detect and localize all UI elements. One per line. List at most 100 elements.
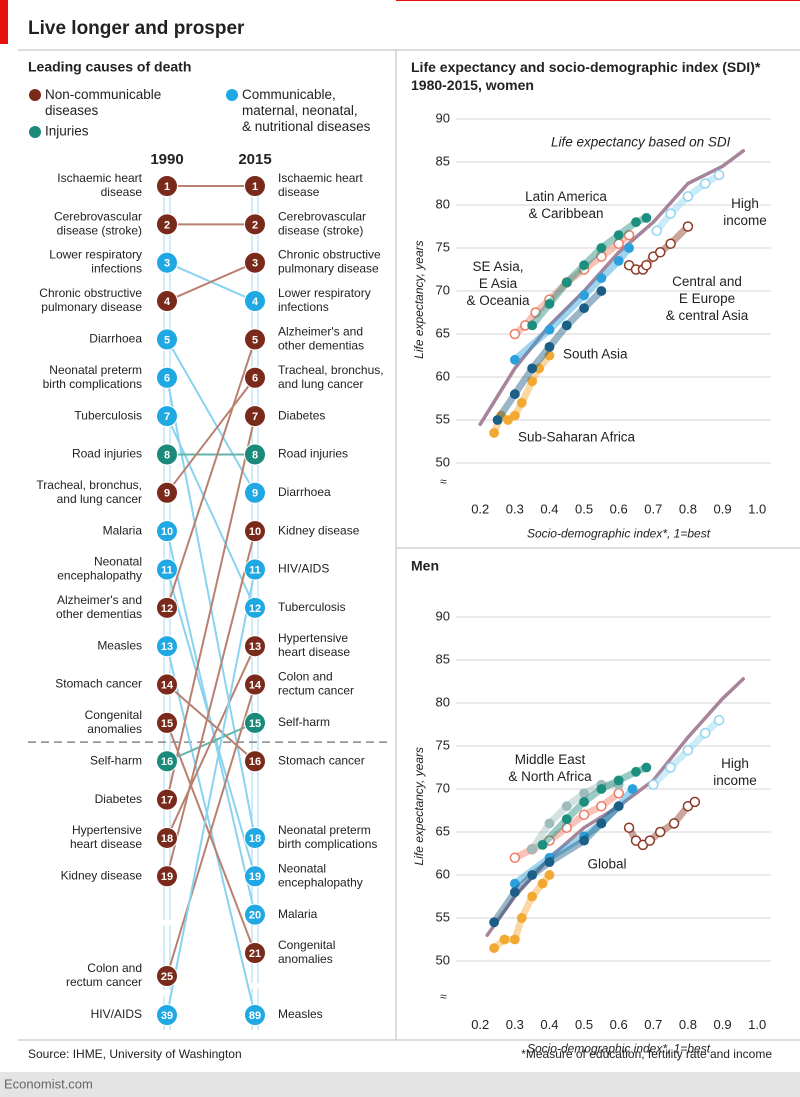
rank-number: 1 <box>164 181 170 193</box>
data-point <box>631 217 641 228</box>
data-point <box>682 221 694 232</box>
rank-number: 4 <box>164 296 171 308</box>
rank-number: 12 <box>249 603 261 615</box>
data-point <box>641 762 652 773</box>
footnote: *Measure of education, fertility rate an… <box>521 1047 772 1061</box>
cause-label: Stomach cancer <box>278 753 365 767</box>
x-axis-label: Socio-demographic index*, 1=best <box>527 1042 711 1056</box>
rank-number: 9 <box>252 488 258 500</box>
data-point <box>561 277 572 288</box>
cause-label: Diabetes <box>95 792 142 806</box>
cause-label: Tracheal, bronchus, and lung cancer <box>278 363 384 391</box>
rank-number: 14 <box>161 679 174 691</box>
rank-dot <box>244 213 266 236</box>
cause-label: Hypertensive heart disease <box>278 631 350 659</box>
rank-dot <box>244 328 266 351</box>
x-tick-label: 0.8 <box>679 502 697 517</box>
rank-number: 8 <box>164 449 170 461</box>
data-point <box>596 784 607 794</box>
y-tick-label: 75 <box>436 239 450 254</box>
legend-swatch <box>226 89 238 101</box>
data-point <box>489 943 499 953</box>
rank-number: 13 <box>161 641 173 653</box>
data-point <box>682 191 694 202</box>
x-tick-label: 0.3 <box>506 1017 524 1032</box>
x-axis-label: Socio-demographic index*, 1=best <box>527 526 711 540</box>
rank-change-line <box>166 530 256 877</box>
chart-title: Life expectancy and socio-demographic in… <box>411 59 761 93</box>
rank-number: 25 <box>161 971 173 983</box>
data-point <box>527 844 538 855</box>
rank-dot <box>244 558 266 581</box>
data-point <box>665 238 676 249</box>
data-point <box>665 762 676 773</box>
x-tick-label: 1.0 <box>748 1017 766 1032</box>
rank-dot <box>156 1004 178 1026</box>
rank-number: 5 <box>164 334 170 346</box>
rank-dot <box>156 366 178 389</box>
rank-dot <box>244 635 266 658</box>
rank-number: 16 <box>161 756 173 768</box>
rank-change-line <box>166 339 256 609</box>
x-tick-label: 0.2 <box>471 1017 489 1032</box>
rank-change-line <box>166 338 256 494</box>
footer-band <box>0 1072 800 1097</box>
rank-change-line <box>166 684 256 977</box>
data-point <box>596 286 607 296</box>
rank-dot <box>156 673 178 696</box>
data-point <box>651 225 663 237</box>
data-point <box>544 835 555 846</box>
series-label: High income <box>713 756 757 788</box>
x-tick-label: 0.3 <box>506 502 524 517</box>
column-header: 1990 <box>150 151 183 168</box>
data-point <box>613 788 624 799</box>
rank-change-line <box>166 415 256 609</box>
rank-dot <box>156 635 178 658</box>
rank-number: 19 <box>161 871 173 883</box>
data-point <box>516 397 527 408</box>
cause-label: Diarrhoea <box>278 485 331 499</box>
data-point <box>579 260 589 271</box>
rank-number: 7 <box>252 411 258 423</box>
x-tick-label: 0.9 <box>713 1017 731 1032</box>
series-label: South Asia <box>563 347 628 362</box>
data-point <box>624 243 634 253</box>
x-tick-label: 0.4 <box>540 1017 558 1032</box>
cause-label: Neonatal preterm birth complications <box>278 823 377 851</box>
legend-label: Communicable, maternal, neonatal, & nutrit… <box>242 87 371 134</box>
rank-dot <box>244 711 266 734</box>
x-tick-label: 0.4 <box>540 502 558 517</box>
data-point <box>544 324 555 335</box>
cause-label: Congenital anomalies <box>85 708 142 736</box>
chart-title: Men <box>411 558 439 574</box>
data-point <box>561 320 572 331</box>
rank-dot <box>156 965 178 987</box>
legend-swatch <box>29 89 41 101</box>
rank-dot <box>244 366 266 389</box>
data-point <box>509 328 521 340</box>
rank-dot <box>156 520 178 543</box>
rank-change-line <box>166 722 256 954</box>
rank-dot <box>156 750 178 773</box>
rank-number: 15 <box>249 718 261 730</box>
cause-label: Diabetes <box>278 408 325 422</box>
data-point <box>699 178 711 189</box>
rank-change-line <box>166 261 256 302</box>
rank-dot <box>244 405 266 428</box>
cause-label: Measles <box>278 1007 323 1021</box>
cause-label: Neonatal encephalopathy <box>57 555 142 583</box>
data-point <box>561 801 572 812</box>
rank-number: 15 <box>161 718 173 730</box>
rank-number: 10 <box>161 526 173 538</box>
rank-dot <box>244 290 266 313</box>
data-point <box>499 934 510 945</box>
rank-dot <box>156 826 178 849</box>
data-point <box>613 230 624 241</box>
data-point <box>665 208 676 219</box>
cause-label: Alzheimer's and other dementias <box>56 593 142 621</box>
rank-dot <box>156 481 178 504</box>
data-point <box>654 247 666 258</box>
rank-number: 2 <box>252 219 258 231</box>
rank-number: 4 <box>252 296 259 308</box>
